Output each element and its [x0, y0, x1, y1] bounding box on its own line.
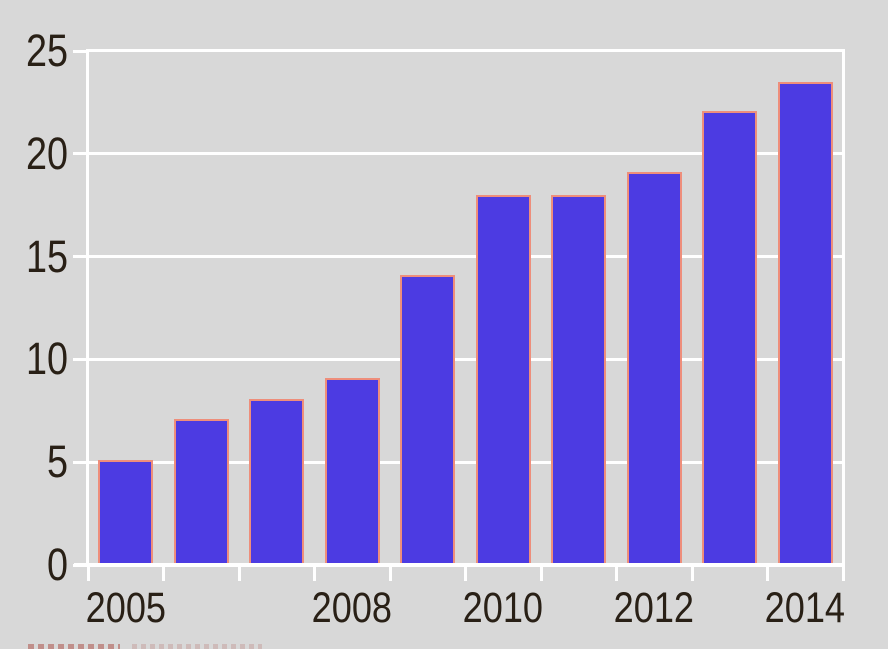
x-tick-mark — [313, 565, 316, 581]
x-tick-label-2008: 2008 — [272, 586, 432, 630]
x-tick-label-text: 2005 — [85, 584, 166, 632]
gridline-y-10 — [88, 357, 843, 361]
gridline-y-20 — [88, 152, 843, 156]
x-tick-mark — [615, 565, 618, 581]
x-tick-label-2014: 2014 — [725, 586, 885, 630]
x-tick-label-text: 2012 — [614, 584, 695, 632]
bar-2014 — [777, 81, 833, 567]
plot-frame-right — [842, 49, 845, 567]
x-tick-mark — [237, 565, 241, 581]
x-tick-mark — [162, 565, 165, 581]
x-tick-label-2005: 2005 — [46, 586, 206, 630]
x-tick-mark — [539, 565, 543, 581]
y-tick-label-text: 5 — [46, 436, 68, 488]
x-tick-mark — [690, 565, 694, 581]
x-tick-mark — [841, 565, 845, 581]
y-tick-label-text: 15 — [25, 230, 68, 282]
y-tick-label-text: 0 — [46, 539, 68, 590]
y-tick-mark — [73, 49, 88, 53]
gridline-y-15 — [88, 255, 843, 259]
bar-2008 — [324, 377, 380, 567]
x-tick-mark — [766, 565, 769, 581]
y-tick-label-25: 25 — [0, 28, 68, 74]
bar-2013 — [702, 110, 757, 567]
x-tick-label-text: 2010 — [463, 584, 544, 632]
clipped-caption-artifact-2 — [132, 644, 262, 649]
gridline-y-5 — [88, 460, 843, 464]
bar-2009 — [400, 275, 455, 567]
bar-2010 — [475, 194, 531, 567]
x-tick-label-text: 2008 — [312, 584, 393, 632]
x-tick-label-2012: 2012 — [574, 586, 734, 630]
y-tick-label-15: 15 — [0, 230, 68, 282]
y-tick-label-0: 0 — [0, 542, 68, 588]
plot-frame-top — [86, 49, 845, 52]
bar-2005 — [98, 460, 153, 567]
y-tick-mark — [73, 357, 88, 361]
y-tick-mark — [73, 460, 88, 464]
x-tick-mark — [86, 565, 90, 581]
y-tick-label-text: 10 — [25, 333, 68, 385]
bar-2006 — [173, 419, 229, 567]
x-tick-mark — [464, 565, 467, 581]
y-tick-label-20: 20 — [0, 127, 68, 179]
y-axis-line — [86, 49, 89, 567]
x-tick-label-text: 2014 — [765, 584, 846, 632]
x-axis-line — [74, 563, 845, 567]
y-tick-label-text: 25 — [25, 25, 68, 76]
bar-2011 — [551, 194, 606, 567]
bar-2012 — [626, 172, 682, 567]
y-tick-mark — [73, 255, 88, 259]
x-tick-mark — [388, 565, 392, 581]
y-tick-label-text: 20 — [25, 127, 68, 179]
y-tick-label-5: 5 — [0, 439, 68, 485]
clipped-caption-artifact — [28, 644, 120, 649]
x-tick-label-2010: 2010 — [423, 586, 583, 630]
y-tick-label-10: 10 — [0, 336, 68, 382]
bar-2007 — [249, 398, 304, 567]
y-tick-mark — [73, 152, 88, 156]
